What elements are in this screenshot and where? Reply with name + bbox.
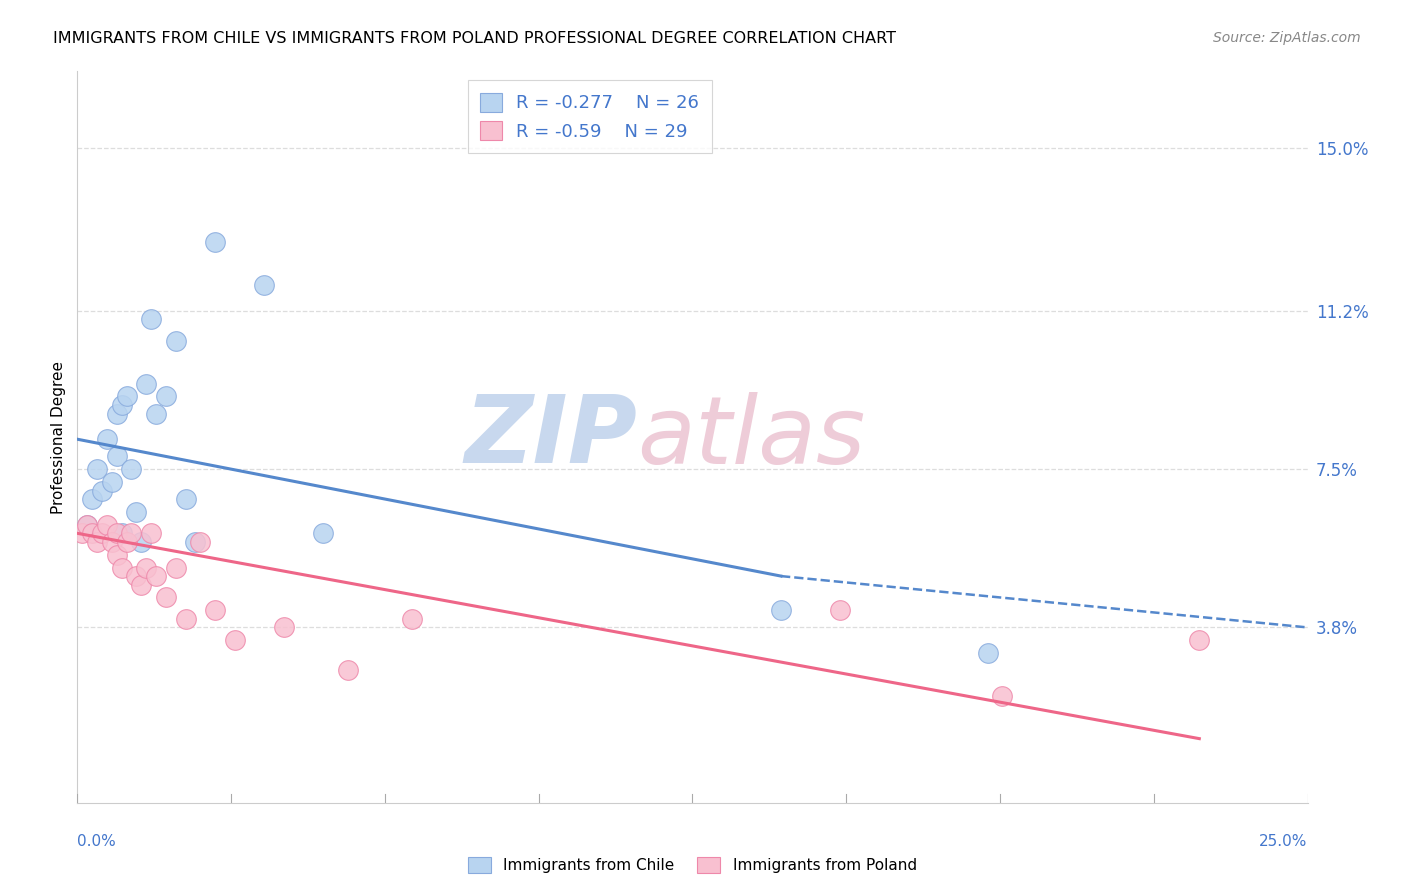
Point xyxy=(1188,633,1211,648)
Point xyxy=(131,534,153,549)
Text: ZIP: ZIP xyxy=(464,391,637,483)
Point xyxy=(204,235,226,250)
Point xyxy=(991,689,1014,703)
Point xyxy=(224,633,246,648)
Point xyxy=(165,560,187,574)
Point xyxy=(90,483,114,498)
Point xyxy=(82,492,104,507)
Text: atlas: atlas xyxy=(637,392,865,483)
Y-axis label: Professional Degree: Professional Degree xyxy=(51,360,66,514)
Point xyxy=(312,526,335,541)
Point xyxy=(337,663,360,677)
Point xyxy=(111,526,132,541)
Point xyxy=(115,534,138,549)
Point xyxy=(96,517,118,532)
Text: Source: ZipAtlas.com: Source: ZipAtlas.com xyxy=(1213,31,1361,45)
Point xyxy=(121,462,143,476)
Point xyxy=(96,432,118,446)
Point xyxy=(86,462,108,476)
Point xyxy=(165,334,187,348)
Point xyxy=(253,278,276,293)
Point xyxy=(155,591,177,605)
Point xyxy=(105,526,128,541)
Point xyxy=(174,492,197,507)
Point xyxy=(141,526,163,541)
Point xyxy=(105,548,128,562)
Point xyxy=(115,389,138,403)
Point xyxy=(401,612,423,626)
Point xyxy=(111,398,132,412)
Point xyxy=(770,603,793,617)
Point xyxy=(121,526,143,541)
Point xyxy=(105,450,128,464)
Point xyxy=(125,505,148,519)
Point xyxy=(90,526,114,541)
Point xyxy=(105,407,128,421)
Text: 25.0%: 25.0% xyxy=(1260,834,1308,848)
Point xyxy=(141,312,163,326)
Point xyxy=(145,407,167,421)
Point xyxy=(273,620,295,634)
Point xyxy=(174,612,197,626)
Point xyxy=(76,517,98,532)
Point xyxy=(82,526,104,541)
Legend: Immigrants from Chile, Immigrants from Poland: Immigrants from Chile, Immigrants from P… xyxy=(463,851,922,880)
Text: 0.0%: 0.0% xyxy=(77,834,117,848)
Point xyxy=(86,534,108,549)
Point xyxy=(184,534,207,549)
Point xyxy=(111,560,132,574)
Point xyxy=(135,560,157,574)
Text: IMMIGRANTS FROM CHILE VS IMMIGRANTS FROM POLAND PROFESSIONAL DEGREE CORRELATION : IMMIGRANTS FROM CHILE VS IMMIGRANTS FROM… xyxy=(53,31,897,46)
Point xyxy=(145,569,167,583)
Point xyxy=(76,517,98,532)
Point xyxy=(977,646,1000,660)
Point xyxy=(125,569,148,583)
Point xyxy=(830,603,852,617)
Point xyxy=(204,603,226,617)
Point xyxy=(131,577,153,591)
Point xyxy=(101,475,124,489)
Point xyxy=(70,526,93,541)
Point xyxy=(155,389,177,403)
Point xyxy=(101,534,124,549)
Point xyxy=(190,534,212,549)
Point xyxy=(135,376,157,391)
